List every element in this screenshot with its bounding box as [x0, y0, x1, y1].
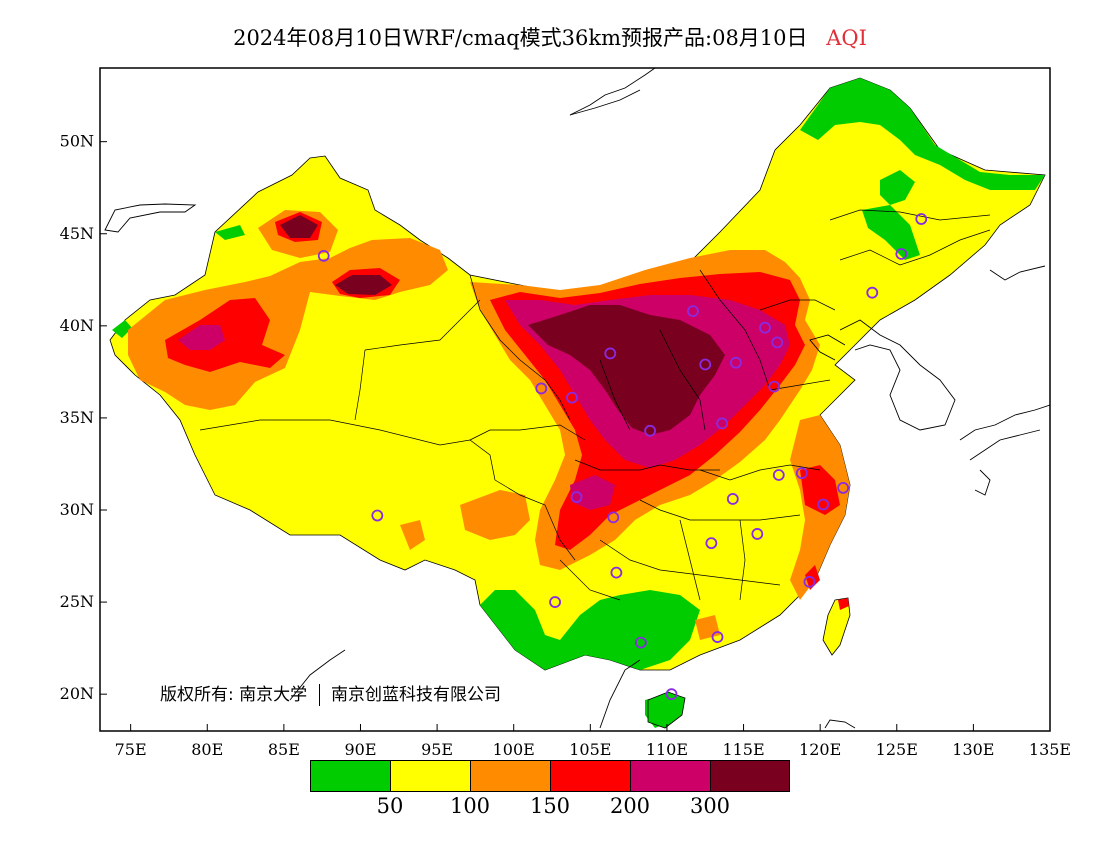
legend-threshold-label: 50 [376, 794, 404, 818]
title-variable: AQI [826, 26, 867, 50]
lat-tick-label: 20N [60, 684, 94, 703]
lon-tick-label: 130E [952, 740, 994, 759]
maroon-regions [280, 215, 725, 435]
lat-tick-label: 30N [60, 500, 94, 519]
lon-tick-label: 135E [1029, 740, 1071, 759]
credit-label: 版权所有: [160, 685, 234, 705]
station-marker [768, 380, 781, 393]
lat-tick-label: 25N [60, 592, 94, 611]
legend-color-box [390, 760, 471, 792]
station-marker [895, 248, 908, 260]
legend-threshold-label: 100 [449, 794, 491, 818]
station-marker [915, 213, 928, 225]
station-marker [751, 528, 764, 540]
map-title: 2024年08月10日WRF/cmaq模式36km预报产品:08月10日 AQI [0, 22, 1100, 52]
station-marker [711, 631, 724, 643]
credit-org1: 南京大学 [239, 685, 308, 705]
station-marker [866, 286, 879, 299]
legend-color-box [710, 760, 790, 792]
credit-org2: 南京创蓝科技有限公司 [330, 685, 501, 705]
legend-threshold-label: 200 [609, 794, 651, 818]
station-marker [729, 356, 742, 369]
taiwan-red [838, 598, 849, 610]
lon-tick-label: 95E [421, 740, 453, 759]
station-marker [570, 491, 583, 504]
station-marker [644, 424, 656, 437]
station-marker [795, 467, 808, 480]
lon-tick-label: 85E [268, 740, 300, 759]
station-marker [705, 537, 718, 550]
legend-color-box [470, 760, 551, 792]
aqi-fields [104, 68, 1050, 729]
lon-tick-label: 115E [722, 740, 764, 759]
lon-tick-label: 80E [191, 740, 223, 759]
copyright-notice: 版权所有: 南京大学 南京创蓝科技有限公司 [160, 680, 501, 706]
station-marker [549, 596, 561, 608]
station-marker [566, 391, 578, 404]
title-main: 2024年08月10日WRF/cmaq模式36km预报产品:08月10日 [233, 26, 808, 50]
legend-color-box [630, 760, 711, 792]
lat-tick-label: 40N [60, 316, 94, 335]
station-marker [607, 511, 620, 524]
lon-tick-label: 125E [876, 740, 918, 759]
latitude-axis: 50N 45N 40N 35N 30N 25N 20N [60, 132, 107, 703]
legend-threshold-label: 150 [529, 794, 571, 818]
lon-tick-label: 75E [115, 740, 147, 759]
lon-tick-label: 120E [799, 740, 841, 759]
lat-tick-label: 50N [60, 132, 94, 151]
map-frame [99, 67, 1051, 732]
hainan [647, 691, 686, 729]
station-marker [837, 481, 850, 494]
credit-divider [318, 684, 320, 706]
station-marker [687, 305, 699, 318]
station-marker [803, 575, 816, 588]
station-marker [699, 358, 712, 371]
legend-threshold-label: 300 [689, 794, 731, 818]
station-marker [726, 493, 739, 505]
lat-tick-label: 45N [60, 224, 94, 243]
station-marker [665, 688, 678, 701]
lon-tick-label: 100E [493, 740, 535, 759]
lat-tick-label: 35N [60, 408, 94, 427]
station-marker [610, 566, 623, 579]
station-marker [317, 249, 330, 262]
station-marker [535, 382, 548, 395]
lon-tick-label: 90E [344, 740, 376, 759]
station-marker [716, 417, 728, 430]
station-marker [817, 498, 830, 511]
legend-color-box [310, 760, 391, 792]
province-boundaries [199, 209, 991, 601]
station-marker [772, 469, 785, 481]
station-marker [371, 509, 384, 522]
station-marker [604, 347, 617, 360]
lon-tick-label: 105E [569, 740, 611, 759]
station-markers [317, 213, 928, 701]
lon-tick-label: 110E [646, 740, 688, 759]
station-marker [634, 636, 647, 649]
station-marker [759, 321, 771, 334]
longitude-axis: 75E 80E 85E 90E 95E 100E 105E 110E 115E 120E 125E 1… [115, 724, 1071, 759]
legend-color-box [550, 760, 631, 792]
neighbor-coastlines [104, 68, 1050, 729]
station-marker [771, 336, 784, 349]
